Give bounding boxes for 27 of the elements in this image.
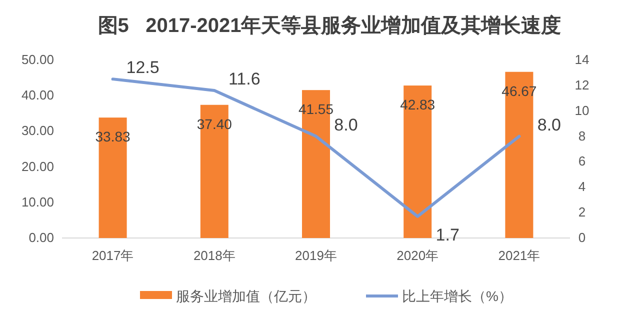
data-label: 1.7 [436, 225, 460, 244]
data-label: 11.6 [228, 70, 260, 89]
y2-tick-label: 10 [574, 102, 590, 118]
y-tick-label: 30.00 [21, 123, 54, 138]
y2-tick-label: 2 [578, 204, 586, 220]
y2-tick-label: 12 [574, 77, 590, 92]
x-tick-label: 2017年 [92, 248, 134, 263]
x-tick-label: 2021年 [498, 248, 540, 263]
chart-title: 图5 2017-2021年天等县服务业增加值及其增长速度 [98, 14, 562, 37]
data-label: 12.5 [126, 58, 160, 78]
y-tick-label: 40.00 [21, 88, 54, 103]
y2-tick-label: 4 [578, 179, 586, 194]
y-tick-label: 50.00 [21, 52, 54, 67]
x-tick-label: 2020年 [396, 248, 439, 263]
y2-tick-label: 6 [578, 154, 586, 169]
x-tick-label: 2018年 [193, 248, 236, 263]
y-tick-label: 10.00 [21, 194, 54, 210]
data-label: 8.0 [537, 115, 562, 134]
y-tick-label: 20.00 [21, 158, 54, 174]
legend-label: 比上年增长（%） [402, 288, 512, 304]
y2-tick-label: 0 [578, 230, 586, 245]
y-tick-label: 0.00 [28, 230, 54, 245]
y2-tick-label: 8 [578, 128, 586, 144]
data-label: 8.0 [334, 115, 358, 134]
legend-label: 服务业增加值（亿元） [176, 288, 316, 304]
x-tick-label: 2019年 [295, 248, 337, 263]
y2-tick-label: 14 [574, 52, 590, 67]
